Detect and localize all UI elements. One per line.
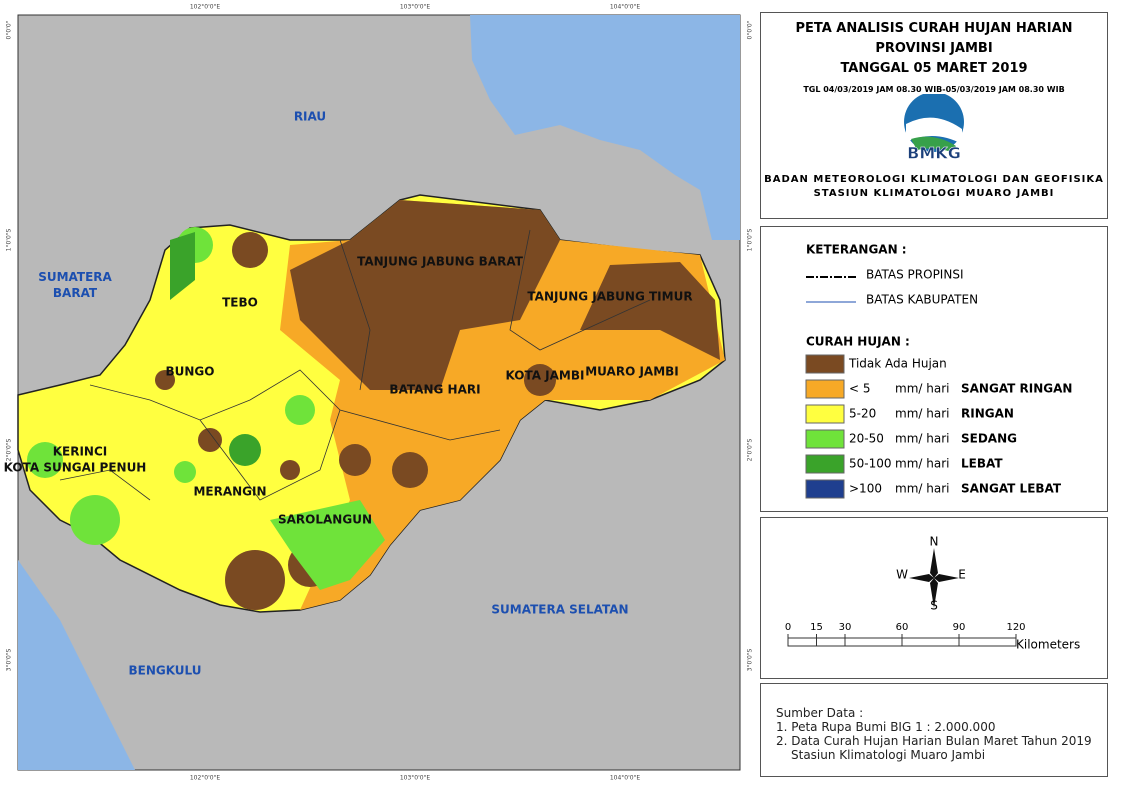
sea (470, 15, 740, 240)
region-label: TANJUNG JABUNG BARAT (357, 255, 524, 269)
heavy-rain (229, 434, 261, 466)
logo-text: BMKG (907, 144, 961, 163)
lat-label: 0°0'0" (747, 20, 754, 39)
source-title: Sumber Data : (776, 706, 864, 720)
compass-letter: S (930, 599, 938, 613)
legend-unit: mm/ hari (895, 407, 949, 421)
source-list: 1. Peta Rupa Bumi BIG 1 : 2.000.000 2. Da… (776, 720, 1107, 762)
region-label: KOTA JAMBI (506, 369, 585, 383)
title-panel: PETA ANALISIS CURAH HUJAN HARIAN PROVINSI… (760, 12, 1108, 219)
legend-range: Tidak Ada Hujan (848, 357, 947, 371)
legend-line-label: BATAS PROPINSI (866, 268, 963, 282)
region-label: TANJUNG JABUNG TIMUR (527, 290, 692, 304)
lat-label: 3°0'0"S (6, 648, 13, 671)
logo: BMKG (904, 94, 964, 163)
moderate-rain (27, 227, 385, 590)
legend-range: 20-50 (849, 432, 884, 446)
legend-swatch (805, 479, 845, 499)
region-label: SUMATERA SELATAN (491, 603, 628, 617)
lat-label: 3°0'0"S (747, 648, 754, 671)
source-item: 1. Peta Rupa Bumi BIG 1 : 2.000.000 (776, 720, 996, 734)
scale-label: 120 (1006, 622, 1025, 633)
lon-label: 103°0'0"E (400, 775, 430, 782)
legend-swatch (805, 379, 845, 399)
lon-label: 102°0'0"E (190, 775, 220, 782)
district-boundary (59, 229, 651, 501)
scale-unit: Kilometers (1016, 638, 1080, 652)
legend-range: >100 (849, 482, 882, 496)
period: TGL 04/03/2019 JAM 08.30 WIB-05/03/2019 … (803, 85, 1065, 94)
region-label: SUMATERA BARAT (38, 270, 112, 300)
region-label: BENGKULU (128, 664, 201, 678)
legend-panel: KETERANGAN : BATAS PROPINSI BATAS KABUPATE… (760, 226, 1108, 512)
lat-label: 1°0'0"S (747, 228, 754, 251)
source-panel: Sumber Data : 1. Peta Rupa Bumi BIG 1 : … (760, 683, 1108, 777)
region-label: BUNGO (166, 365, 215, 379)
legend-swatch (805, 429, 845, 449)
legend-range: 5-20 (849, 407, 876, 421)
lat-label: 2°0'0"S (6, 438, 13, 461)
legend-unit: mm/ hari (895, 457, 949, 471)
legend: KETERANGAN : BATAS PROPINSI BATAS KABUPATE… (805, 243, 1072, 499)
title-line: TANGGAL 05 MARET 2019 (840, 61, 1028, 76)
compass-panel: N S E W 0 15 30 60 90 120 Kilometers (760, 517, 1108, 679)
legend-class: RINGAN (961, 407, 1014, 421)
region-label: KOTA SUNGAI PENUH (4, 461, 147, 475)
station: STASIUN KLIMATOLOGI MUARO JAMBI (813, 188, 1055, 199)
legend-title: KETERANGAN : (806, 243, 907, 257)
region-label: KERINCI (53, 445, 108, 459)
sea (18, 560, 135, 770)
source-item: 2. Data Curah Hujan Harian Bulan Maret T… (776, 734, 1092, 748)
lon-label: 104°0'0"E (610, 775, 640, 782)
heavy-rain (170, 232, 195, 300)
legend-swatch (805, 454, 845, 474)
no-rain (580, 262, 720, 360)
lat-label: 0°0'0" (6, 20, 13, 39)
lon-label: 102°0'0"E (190, 4, 220, 11)
no-rain (155, 232, 556, 610)
legend-class: LEBAT (961, 457, 1003, 471)
region-label: MERANGIN (193, 485, 266, 499)
legend-swatch (805, 354, 845, 374)
legend-swatch (805, 404, 845, 424)
region-label: TEBO (222, 296, 258, 310)
compass-letter: N (930, 535, 939, 549)
scale-label: 15 (810, 622, 823, 633)
map: RIAU SUMATERA BARAT TANJUNG JABUNG BARAT TAN… (4, 4, 754, 782)
agency: BADAN METEOROLOGI KLIMATOLOGI DAN GEOFIS… (764, 174, 1104, 185)
legend-line-label: BATAS KABUPATEN (866, 293, 978, 307)
compass-rose (909, 548, 959, 608)
compass-letter: W (896, 568, 908, 582)
no-rain (290, 200, 560, 390)
region-label: MUARO JAMBI (585, 365, 679, 379)
legend-class: SANGAT LEBAT (961, 482, 1062, 496)
lon-label: 103°0'0"E (400, 4, 430, 11)
title-line: PROVINSI JAMBI (875, 41, 993, 56)
scale-label: 0 (785, 622, 791, 633)
title-line: PETA ANALISIS CURAH HUJAN HARIAN (795, 21, 1073, 36)
region-label: SAROLANGUN (278, 513, 372, 527)
region-label: BATANG HARI (389, 383, 480, 397)
compass-letter: E (958, 568, 966, 582)
scale-label: 90 (953, 622, 966, 633)
lat-label: 1°0'0"S (6, 228, 13, 251)
lat-label: 2°0'0"S (747, 438, 754, 461)
legend-unit: mm/ hari (895, 432, 949, 446)
legend-class: SANGAT RINGAN (961, 382, 1072, 396)
title-block: PETA ANALISIS CURAH HUJAN HARIAN PROVINSI… (761, 19, 1107, 79)
legend-class: SEDANG (961, 432, 1017, 446)
legend-unit: mm/ hari (895, 482, 949, 496)
scale-label: 60 (896, 622, 909, 633)
lon-label: 104°0'0"E (610, 4, 640, 11)
legend-rain-title: CURAH HUJAN : (806, 335, 910, 349)
region-label: RIAU (294, 110, 326, 124)
scale-label: 30 (839, 622, 852, 633)
legend-range: < 5 (849, 382, 871, 396)
legend-range: 50-100 (849, 457, 892, 471)
source-item: Stasiun Klimatologi Muaro Jambi (791, 748, 986, 762)
legend-unit: mm/ hari (895, 382, 949, 396)
compass-scale: N S E W 0 15 30 60 90 120 Kilometers (785, 535, 1080, 652)
